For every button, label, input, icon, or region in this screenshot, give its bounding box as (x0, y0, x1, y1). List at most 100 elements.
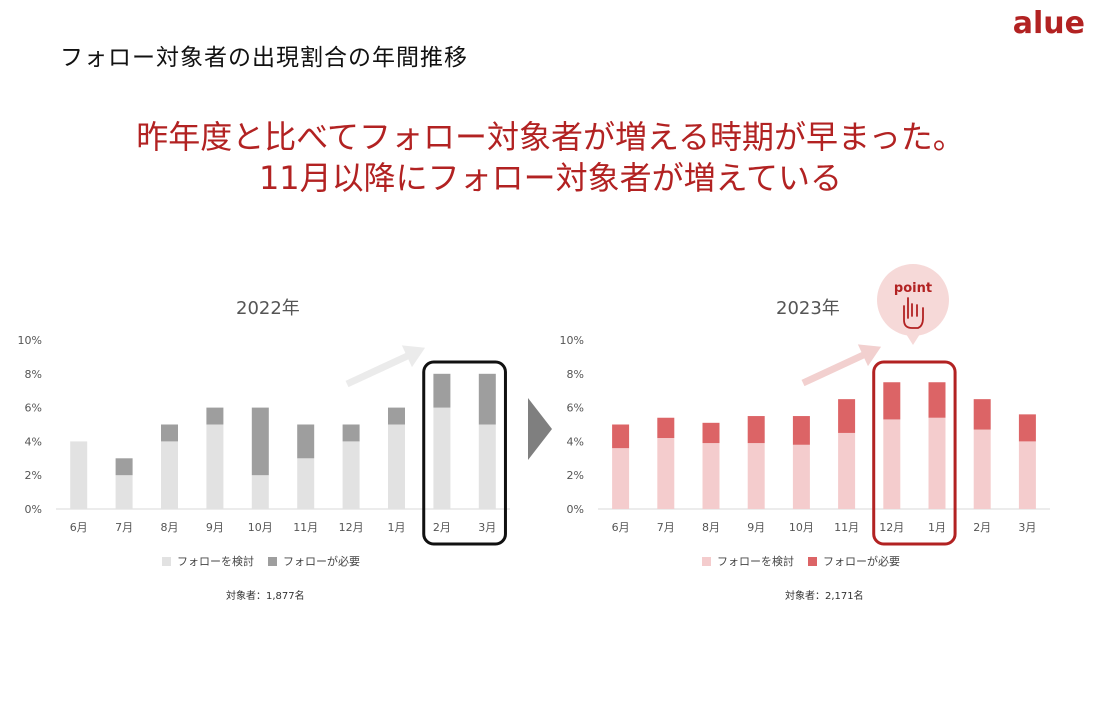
brand-logo: alue (1012, 6, 1085, 41)
legend-label-required: フォローが必要 (823, 555, 900, 568)
chevron-right-icon (528, 398, 552, 460)
bar-segment (388, 424, 405, 509)
y-tick-label: 0% (567, 503, 584, 516)
highlight-box (422, 360, 507, 546)
x-tick-label: 3月 (1018, 521, 1036, 534)
bar-segment (928, 382, 946, 418)
x-tick-label: 12月 (879, 521, 904, 534)
bar-segment (702, 422, 720, 444)
legend-swatch-required (808, 556, 817, 566)
bar-segment (161, 441, 178, 509)
legend-label-consider: フォローを検討 (717, 555, 794, 568)
bar-segment (612, 424, 630, 449)
bar-segment (342, 441, 360, 509)
x-tick-label: 6月 (612, 521, 630, 534)
arrow-up-right-icon-head (857, 344, 882, 367)
y-tick-label: 2% (567, 469, 584, 482)
bar-segment (928, 417, 946, 509)
bar-segment (206, 424, 224, 509)
bar-segment (883, 382, 901, 420)
bar-segment (1018, 441, 1036, 509)
bar-segment (747, 443, 765, 509)
x-tick-label: 11月 (834, 521, 859, 534)
x-tick-label: 11月 (293, 521, 318, 534)
bar-segment (612, 448, 630, 509)
headline-line-1: 昨年度と比べてフォロー対象者が増える時期が早まった。 (136, 118, 965, 156)
x-tick-label: 1月 (388, 521, 406, 534)
x-tick-label: 1月 (928, 521, 946, 534)
bar-segment (702, 443, 720, 509)
bar-segment (206, 407, 224, 425)
legend-2022: フォローを検討 フォローが必要 (162, 553, 374, 569)
legend-2023: フォローを検討 フォローが必要 (702, 553, 914, 569)
y-tick-label: 0% (25, 503, 42, 516)
bar-segment (342, 424, 360, 442)
bar-segment (478, 424, 496, 509)
y-tick-label: 10% (560, 334, 584, 347)
bar-segment (161, 424, 178, 442)
bar-segment (973, 399, 991, 430)
respondent-count-2022: 対象者：1,877名 (226, 591, 305, 602)
y-tick-label: 2% (25, 469, 42, 482)
bar-segment (792, 416, 810, 445)
legend-swatch-consider (162, 556, 171, 566)
bar-segment (838, 432, 856, 509)
bar-segment (433, 407, 451, 509)
x-tick-label: 8月 (161, 521, 179, 534)
page-title: フォロー対象者の出現割合の年間推移 (60, 45, 468, 71)
bar-segment (478, 373, 496, 425)
bar-segment (115, 458, 133, 476)
bar-segment (251, 407, 269, 476)
hand-pointer-path (903, 297, 924, 329)
bar-segment (883, 419, 901, 509)
bar-segment (1018, 414, 1036, 442)
x-tick-label: 7月 (115, 521, 133, 534)
legend-swatch-consider (702, 556, 711, 566)
bar-segment (747, 416, 765, 444)
chart-2022-title: 2022年 (236, 298, 300, 319)
x-tick-label: 10月 (789, 521, 814, 534)
y-tick-label: 8% (25, 368, 42, 381)
y-tick-label: 8% (567, 368, 584, 381)
bar-segment (973, 429, 991, 509)
point-badge (877, 264, 949, 336)
headline-line-2: 11月以降にフォロー対象者が増えている (258, 159, 843, 197)
x-tick-label: 6月 (70, 521, 88, 534)
x-tick-label: 7月 (657, 521, 675, 534)
bar-segment (297, 424, 315, 459)
y-tick-label: 6% (25, 402, 42, 415)
x-tick-label: 9月 (747, 521, 765, 534)
y-tick-label: 4% (25, 435, 42, 448)
bar-segment (388, 407, 405, 425)
arrow-up-right-icon-head (401, 345, 426, 368)
x-tick-label: 8月 (702, 521, 720, 534)
hand-pointer-icon (903, 297, 924, 329)
point-bubble-tail (906, 334, 920, 345)
bar-segment (838, 399, 856, 433)
x-tick-label: 12月 (339, 521, 364, 534)
arrow-up-right-icon (801, 347, 874, 387)
chart-2023-title: 2023年 (776, 298, 840, 319)
x-tick-label: 2月 (973, 521, 991, 534)
point-label: point (893, 281, 933, 296)
legend-label-required: フォローが必要 (283, 555, 360, 568)
legend-label-consider: フォローを検討 (177, 555, 254, 568)
x-tick-label: 10月 (248, 521, 273, 534)
x-tick-label: 2月 (433, 521, 451, 534)
bar-segment (251, 475, 269, 509)
y-tick-label: 6% (567, 402, 584, 415)
bar-segment (297, 458, 315, 509)
bar-segment (657, 438, 675, 509)
x-tick-label: 9月 (206, 521, 224, 534)
bar-segment (115, 475, 133, 509)
y-tick-label: 10% (18, 334, 42, 347)
respondent-count-2023: 対象者：2,171名 (785, 591, 864, 602)
x-tick-label: 3月 (478, 521, 496, 534)
bar-segment (433, 373, 451, 408)
arrow-up-right-icon (345, 348, 418, 388)
highlight-box (872, 360, 957, 546)
y-tick-label: 4% (567, 435, 584, 448)
legend-swatch-required (268, 556, 277, 566)
bar-segment (792, 444, 810, 509)
